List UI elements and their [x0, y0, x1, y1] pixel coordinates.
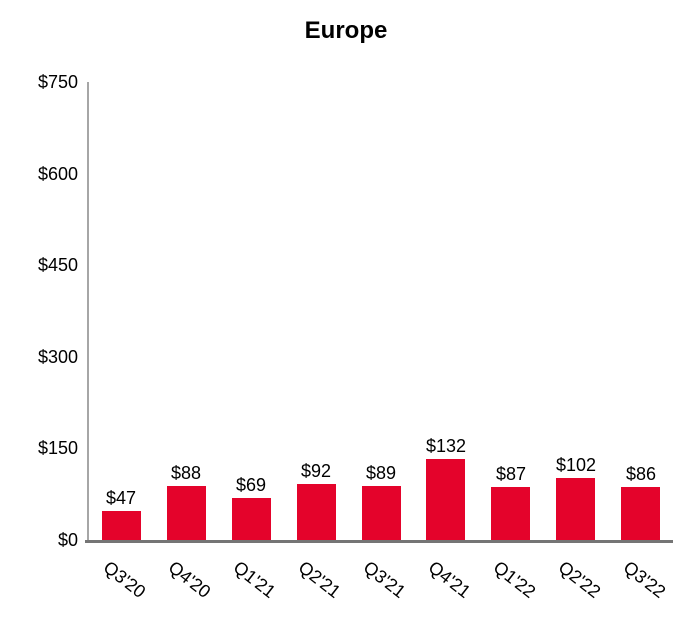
bar-value-label: $86 — [625, 464, 657, 484]
bar — [426, 459, 465, 540]
bar-value-label: $88 — [170, 463, 202, 483]
bar-value-label: $47 — [105, 488, 137, 508]
bar — [102, 511, 141, 540]
bar — [232, 498, 271, 540]
y-tick-label: $750 — [37, 72, 78, 92]
x-tick-label: Q2'21 — [294, 557, 345, 602]
bar — [621, 487, 660, 540]
bar-value-label: $102 — [555, 455, 597, 475]
x-axis-line — [85, 540, 673, 543]
x-tick-label: Q1'21 — [229, 557, 280, 602]
y-tick-label: $600 — [37, 163, 78, 184]
x-tick-label: Q4'20 — [164, 557, 215, 602]
x-tick-label: Q4'21 — [424, 557, 475, 602]
bar — [167, 486, 206, 540]
y-tick-label: $300 — [37, 346, 78, 367]
y-axis-line — [87, 82, 89, 540]
x-tick-label: Q3'20 — [99, 557, 150, 602]
y-tick-label: $450 — [37, 255, 78, 276]
bar — [362, 486, 401, 540]
x-tick-label: Q3'22 — [619, 557, 670, 602]
x-tick-label: Q2'22 — [554, 557, 605, 602]
x-tick-label: Q3'21 — [359, 557, 410, 602]
bar-value-label: $87 — [495, 464, 527, 484]
bar-value-label: $69 — [235, 475, 267, 495]
chart-title: Europe — [304, 17, 388, 44]
bar-value-label: $132 — [425, 436, 467, 456]
y-tick-label: $0 — [57, 530, 78, 550]
bar — [556, 478, 595, 540]
x-tick-label: Q1'22 — [489, 557, 540, 602]
bar-value-label: $89 — [365, 463, 397, 483]
bar — [491, 487, 530, 540]
y-tick-label: $150 — [37, 438, 78, 459]
bar-value-label: $92 — [300, 461, 332, 481]
bar — [297, 484, 336, 540]
